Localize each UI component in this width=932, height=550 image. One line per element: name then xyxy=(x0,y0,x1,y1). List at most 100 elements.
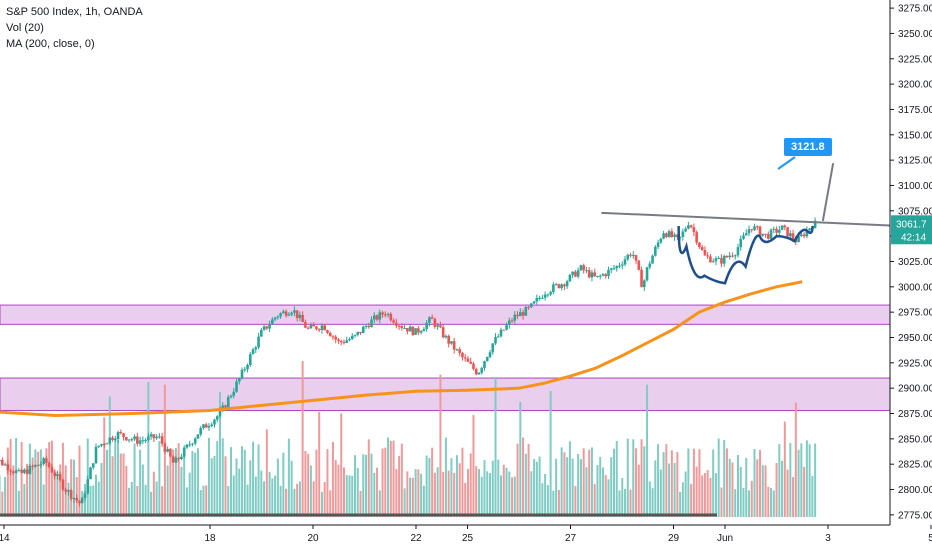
candle-body xyxy=(565,281,569,287)
candle-body xyxy=(58,474,62,480)
candle-body xyxy=(466,358,470,362)
candle-body xyxy=(681,231,685,237)
volume-bar xyxy=(750,480,753,517)
volume-bar xyxy=(329,490,332,517)
volume-bar xyxy=(411,477,414,517)
volume-bar xyxy=(725,448,728,517)
candle-body xyxy=(182,447,186,457)
candle-body xyxy=(411,326,415,335)
candle-body xyxy=(524,307,528,316)
volume-bar xyxy=(403,488,406,517)
candle-body xyxy=(12,471,15,473)
volume-bar xyxy=(334,460,337,517)
candle-body xyxy=(75,498,79,501)
candle-body xyxy=(609,268,613,270)
volume-bar xyxy=(409,477,412,517)
candle-body xyxy=(546,294,550,296)
candle-body xyxy=(83,493,87,498)
chart-legend: S&P 500 Index, 1h, OANDA Vol (20) MA (20… xyxy=(6,4,143,52)
candle-body xyxy=(350,335,354,340)
candle-body xyxy=(323,325,326,331)
candle-body xyxy=(706,255,709,257)
volume-bar xyxy=(508,471,511,517)
candle-body xyxy=(105,443,109,445)
volume-bar xyxy=(555,458,558,517)
volume-bar xyxy=(50,440,53,517)
candle-body xyxy=(673,234,676,237)
volume-bar xyxy=(436,467,439,517)
candle-body xyxy=(778,229,781,233)
target-price-callout[interactable]: 3121.8 xyxy=(784,138,832,156)
volume-bar xyxy=(136,486,139,517)
candle-body xyxy=(359,331,362,334)
volume-bar xyxy=(541,483,544,517)
volume-bar xyxy=(180,466,183,517)
candle-body xyxy=(339,340,343,343)
candle-body xyxy=(188,444,191,446)
volume-bar xyxy=(444,437,447,517)
volume-bar xyxy=(511,477,514,517)
candle-body xyxy=(1,460,4,466)
candle-body xyxy=(563,284,566,287)
candle-body xyxy=(72,498,76,500)
volume-bar xyxy=(472,415,475,517)
volume-bar xyxy=(196,448,199,517)
candle-body xyxy=(6,464,10,471)
volume-bar xyxy=(378,490,381,517)
candle-body xyxy=(180,456,183,459)
price-tick-label: 2850.00 xyxy=(898,434,932,445)
price-tick-label: 2875.00 xyxy=(898,409,932,420)
price-tick-label: 3150.00 xyxy=(898,130,932,141)
candle-body xyxy=(417,328,420,333)
volume-bar xyxy=(337,464,340,517)
volume-bar xyxy=(601,467,604,517)
volume-bar xyxy=(100,462,103,517)
volume-bar xyxy=(530,471,533,517)
volume-bar xyxy=(400,443,403,517)
volume-bar xyxy=(814,443,817,517)
volume-bar xyxy=(9,439,12,517)
candle-body xyxy=(736,247,740,256)
volume-bar xyxy=(808,444,811,517)
volume-bar xyxy=(800,443,803,517)
volume-bar xyxy=(387,437,390,517)
candle-body xyxy=(684,228,687,232)
volume-bar xyxy=(23,484,26,517)
volume-bar xyxy=(4,476,7,517)
volume-bar xyxy=(290,460,293,517)
volume-bar xyxy=(384,447,387,517)
candle-body xyxy=(133,436,136,440)
volume-bar xyxy=(257,444,260,517)
volume-bar xyxy=(12,465,15,517)
time-axis xyxy=(0,525,932,550)
volume-bar xyxy=(745,457,748,517)
volume-bar xyxy=(1,491,4,517)
candle-body xyxy=(306,327,310,329)
candle-body xyxy=(50,467,54,473)
volume-bar xyxy=(803,466,806,517)
volume-bar xyxy=(389,440,392,517)
volume-bar xyxy=(513,476,516,517)
price-tick-label: 3025.00 xyxy=(898,257,932,268)
volume-bar xyxy=(546,485,549,517)
legend-symbol: S&P 500 Index, 1h, OANDA xyxy=(6,6,143,18)
volume-bar xyxy=(549,391,552,517)
volume-bar xyxy=(568,441,571,517)
volume-bar xyxy=(320,491,323,517)
candle-body xyxy=(224,405,227,408)
volume-bar xyxy=(635,448,638,517)
volume-bar xyxy=(53,469,56,517)
volume-bar xyxy=(778,443,781,517)
volume-bar xyxy=(466,468,469,517)
candle-body xyxy=(711,261,715,263)
candle-body xyxy=(450,341,453,344)
candle-body xyxy=(455,349,459,351)
candle-body xyxy=(370,319,373,328)
candle-body xyxy=(714,258,718,262)
candle-body xyxy=(808,228,811,230)
candle-body xyxy=(298,314,302,319)
candle-body xyxy=(428,317,431,323)
volume-bar xyxy=(759,450,762,517)
volume-bar xyxy=(665,444,668,517)
